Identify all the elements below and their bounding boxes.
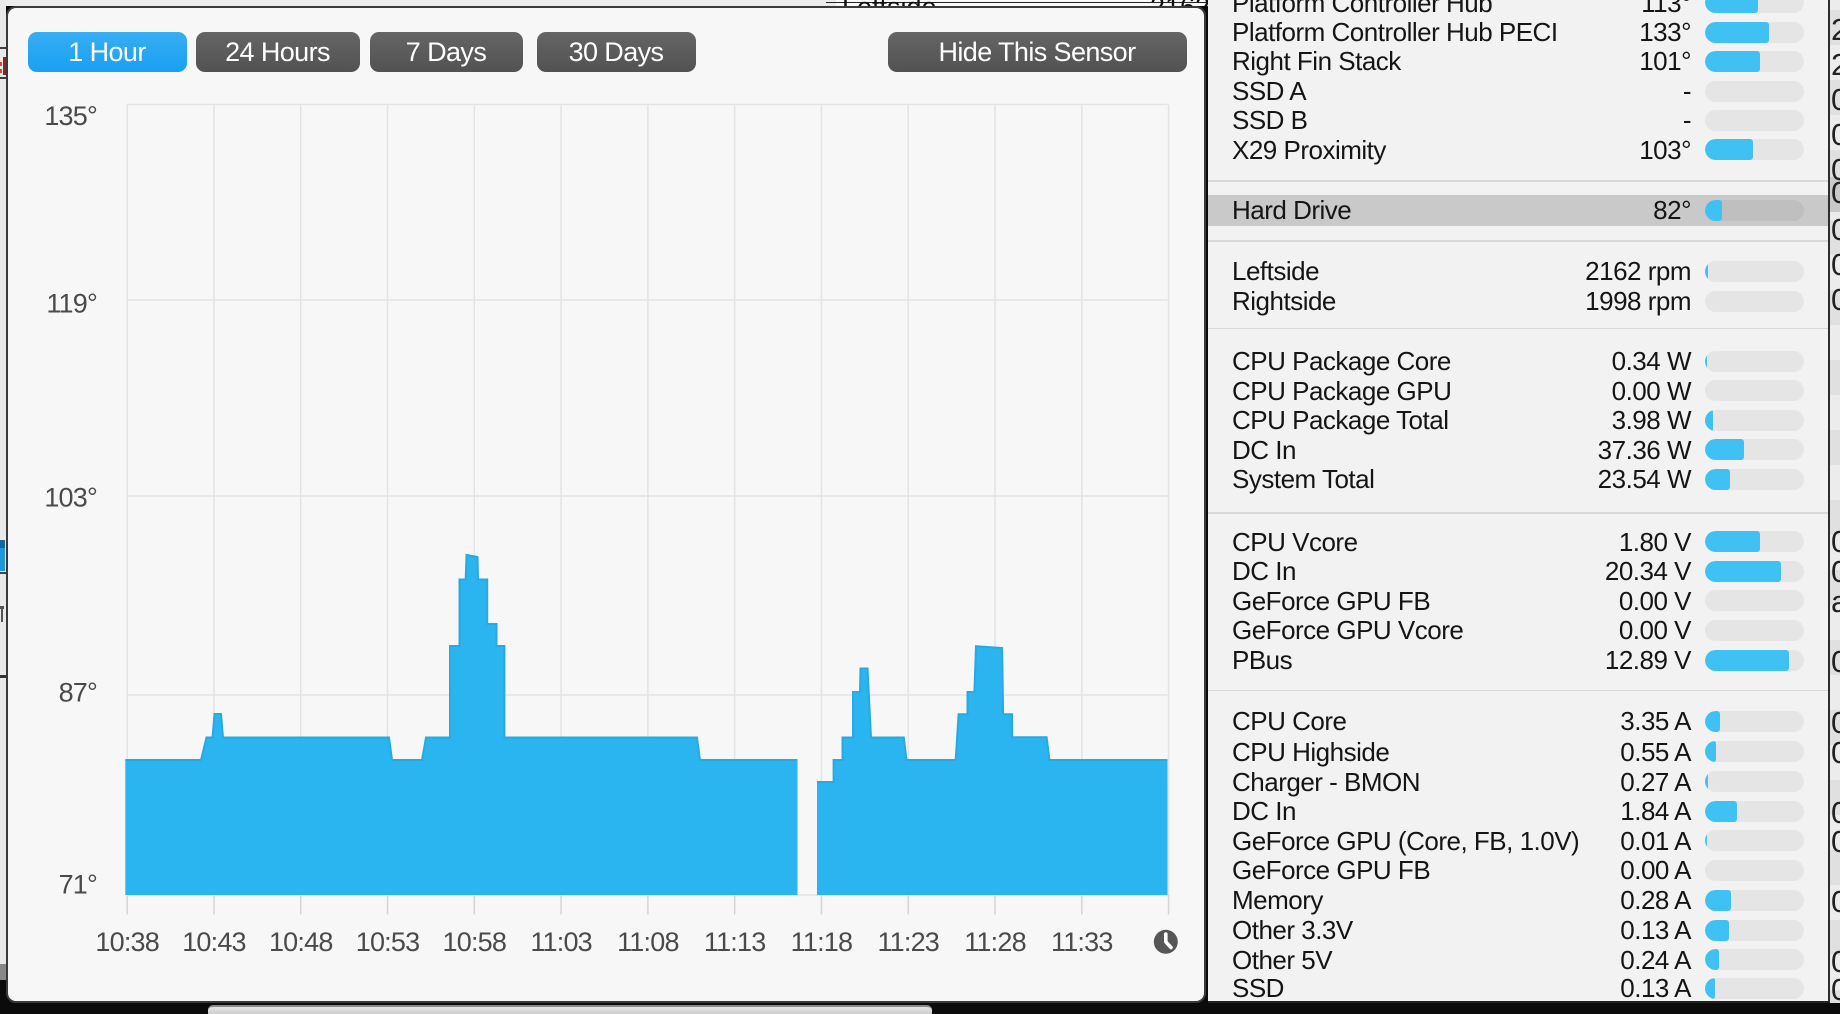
svg-text:11:03: 11:03: [530, 927, 592, 957]
svg-text:135°: 135°: [44, 101, 97, 131]
svg-text:10:58: 10:58: [443, 927, 507, 957]
svg-text:11:08: 11:08: [617, 927, 679, 957]
svg-text:10:48: 10:48: [269, 927, 333, 957]
svg-text:103°: 103°: [44, 483, 97, 513]
svg-text:87°: 87°: [59, 678, 97, 708]
svg-text:10:53: 10:53: [356, 927, 420, 957]
svg-text:71°: 71°: [59, 870, 97, 900]
svg-text:11:23: 11:23: [877, 927, 939, 957]
svg-text:10:38: 10:38: [95, 927, 159, 957]
svg-text:11:33: 11:33: [1051, 927, 1113, 957]
svg-text:11:13: 11:13: [704, 927, 766, 957]
svg-text:11:28: 11:28: [964, 927, 1026, 957]
svg-text:119°: 119°: [46, 289, 97, 319]
svg-text:10:43: 10:43: [182, 927, 246, 957]
svg-text:11:18: 11:18: [791, 927, 853, 957]
